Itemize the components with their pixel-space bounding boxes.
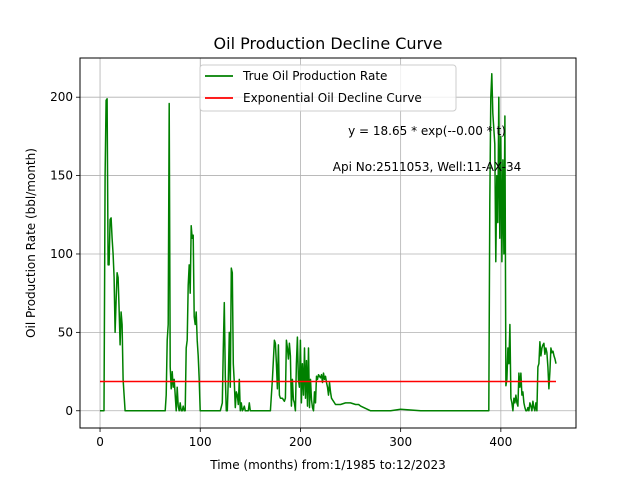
y-tick-label: 50: [58, 325, 73, 339]
y-tick-label: 150: [50, 169, 73, 183]
legend-box: [199, 64, 457, 112]
series-true-oil-production-rate: [100, 72, 557, 412]
x-axis-label: Time (months) from:1/1985 to:12/2023: [209, 458, 446, 472]
equation-annotation: y = 18.65 * exp(--0.00 * t): [348, 124, 506, 138]
well-annotation: Api No:2511053, Well:11-AX-34: [333, 160, 521, 174]
series-layer: [100, 72, 557, 412]
y-tick-label: 200: [50, 90, 73, 104]
y-axis-label: Oil Production Rate (bbl/month): [24, 148, 38, 338]
ticks: 0 100 200 300 400 0 50 100 150 200: [50, 90, 512, 449]
y-tick-label: 100: [50, 247, 73, 261]
legend-label-true-rate: True Oil Production Rate: [242, 69, 387, 83]
x-tick-label: 300: [389, 435, 412, 449]
x-tick-label: 0: [96, 435, 104, 449]
y-tick-label: 0: [65, 404, 73, 418]
x-tick-label: 100: [189, 435, 212, 449]
plot-area-frame: [79, 57, 577, 429]
x-tick-label: 200: [289, 435, 312, 449]
chart-title: Oil Production Decline Curve: [214, 34, 443, 53]
legend-label-decline-curve: Exponential Oil Decline Curve: [243, 91, 422, 105]
x-tick-label: 400: [489, 435, 512, 449]
legend: True Oil Production Rate Exponential Oil…: [199, 64, 457, 112]
